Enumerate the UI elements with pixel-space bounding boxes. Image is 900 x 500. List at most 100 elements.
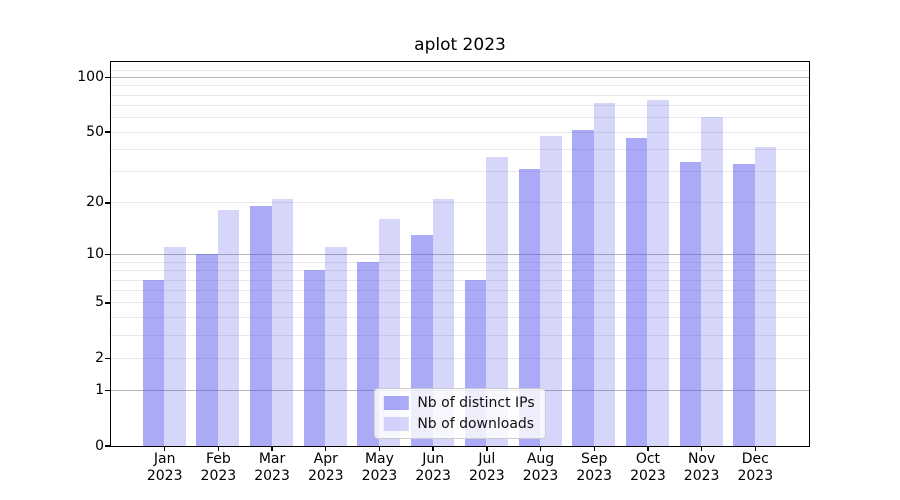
x-tick-label-oct: Oct 2023 [618,451,678,484]
bar-apr-series1 [325,247,347,446]
bar-nov-series1 [701,117,723,446]
y-tick-mark-50 [104,131,110,133]
x-tick-mark-jan [163,446,166,451]
x-tick-year: 2023 [146,467,183,484]
bar-feb-series1 [217,210,240,446]
x-tick-label-sep: Sep 2023 [564,451,624,484]
bars-layer [111,62,809,446]
x-tick-month: Mar [258,451,286,467]
y-tick-mark-1 [104,389,110,392]
x-tick-year: 2023 [469,467,505,484]
gridline-minor-110 [110,69,809,71]
x-tick-label-feb: Feb 2023 [188,451,248,484]
bar-sep-series0 [572,130,594,446]
x-tick-year: 2023 [737,467,774,484]
x-tick-mark-oct [647,446,649,451]
y-tick-label-5: 5 [95,294,104,311]
legend-label-downloads: Nb of downloads [417,415,535,432]
x-tick-label-dec: Dec 2023 [725,451,785,484]
y-tick-label-10: 10 [86,246,104,263]
x-tick-month: Jul [478,451,496,467]
bar-feb-series0 [196,254,218,446]
x-tick-mark-feb [217,446,220,451]
x-tick-label-jan: Jan 2023 [135,451,195,484]
x-tick-month: Apr [313,451,338,467]
bar-jul-series1 [486,157,508,446]
gridline-minor-9 [110,261,809,263]
x-tick-year: 2023 [576,467,613,484]
gridline-major-10 [110,254,809,256]
x-tick-mark-nov [700,446,703,451]
y-tick-mark-20 [104,202,110,204]
x-tick-mark-mar [271,446,273,451]
y-tick-label-50: 50 [86,123,104,140]
bar-nov-series0 [679,161,702,446]
x-tick-label-mar: Mar 2023 [242,451,302,484]
gridline-minor-2 [110,357,809,359]
x-tick-year: 2023 [522,467,559,484]
gridline-minor-7 [110,279,809,281]
gridline-minor-50 [110,131,809,133]
plot-area: Nb of distinct IPs Nb of downloads [109,61,810,447]
x-tick-mark-jun [432,446,434,451]
legend-item-downloads: Nb of downloads [383,416,534,432]
x-tick-year: 2023 [254,467,290,484]
x-tick-year: 2023 [307,467,344,484]
y-tick-mark-0 [104,445,110,447]
y-tick-mark-10 [104,253,110,256]
bar-oct-series1 [647,99,669,446]
x-tick-month: Aug [526,451,555,467]
gridline-minor-4 [110,317,809,319]
x-tick-label-apr: Apr 2023 [296,451,356,484]
x-tick-label-may: May 2023 [349,451,409,484]
legend-label-distinct-ips: Nb of distinct IPs [417,394,535,411]
y-tick-label-2: 2 [95,349,104,366]
gridline-minor-6 [110,290,809,292]
gridline-minor-5 [110,302,809,304]
legend: Nb of distinct IPs Nb of downloads [373,387,546,439]
gridline-major-100 [110,77,809,79]
x-tick-year: 2023 [683,467,720,484]
y-tick-mark-5 [104,302,110,304]
x-tick-year: 2023 [630,467,666,484]
x-tick-month: Sep [581,451,608,467]
bar-sep-series1 [593,103,616,446]
x-tick-mark-sep [593,446,595,451]
gridline-minor-3 [110,334,809,336]
bar-apr-series0 [303,270,326,446]
x-tick-mark-apr [325,446,327,451]
chart-title: aplot 2023 [414,35,506,55]
bar-aug-series1 [540,136,562,446]
x-tick-month: Feb [205,451,231,467]
bar-jan-series1 [164,247,186,446]
gridline-minor-70 [110,105,809,107]
x-tick-month: Nov [687,451,716,467]
legend-swatch-downloads [383,416,409,431]
x-tick-year: 2023 [361,467,398,484]
bar-mar-series0 [250,206,272,446]
y-tick-mark-2 [104,357,110,359]
x-tick-mark-aug [539,446,542,451]
legend-swatch-distinct-ips [383,395,409,410]
x-tick-month: Jun [422,451,445,467]
y-tick-label-0: 0 [95,437,104,454]
gridline-minor-20 [110,202,809,204]
x-tick-month: May [364,451,394,467]
bar-aug-series0 [518,168,541,446]
bar-jun-series1 [432,198,455,446]
x-tick-month: Dec [741,451,769,467]
gridline-minor-90 [110,85,809,87]
x-tick-mark-may [378,446,381,451]
gridline-minor-40 [110,149,809,151]
bar-jan-series0 [142,279,165,446]
x-tick-label-jul: Jul 2023 [457,451,517,484]
gridline-minor-80 [110,94,809,96]
x-tick-year: 2023 [200,467,237,484]
x-tick-mark-jul [486,446,488,451]
y-tick-mark-100 [104,76,110,79]
x-tick-label-aug: Aug 2023 [511,451,571,484]
gridline-minor-30 [110,171,809,173]
